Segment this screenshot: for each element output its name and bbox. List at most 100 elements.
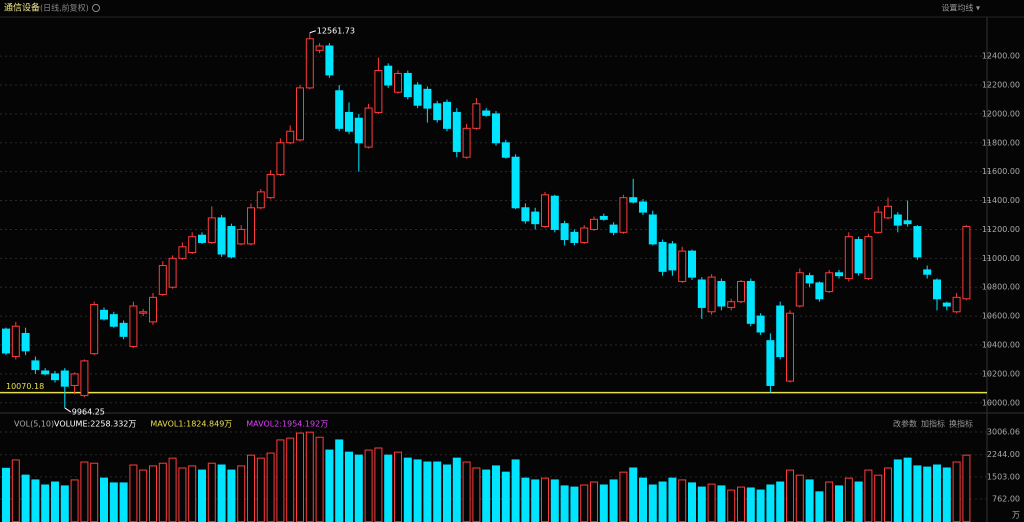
volume-bar [139, 469, 148, 522]
y-tick-label: 11400.00 [982, 196, 1020, 205]
candle-body [31, 360, 40, 371]
volume-bar [609, 479, 618, 522]
volume-bar [864, 469, 873, 522]
candle-body [952, 296, 961, 313]
candle-body [815, 282, 824, 300]
y-tick-label: 12000.00 [982, 109, 1020, 118]
candle-body [707, 276, 716, 313]
volume-bar [531, 479, 540, 522]
volume-bar [629, 467, 638, 522]
candle-body [874, 211, 883, 233]
candle-body [825, 272, 834, 293]
candle-body [913, 226, 922, 258]
candle-body [923, 269, 932, 275]
volume-bar [737, 486, 745, 522]
volume-bar [942, 467, 951, 522]
volume-bar [452, 457, 461, 522]
y-tick-label: 10800.00 [982, 283, 1020, 292]
volume-bar [266, 452, 275, 522]
candle-body [247, 207, 255, 245]
volume-bar [247, 454, 255, 522]
volume-bar [727, 489, 736, 522]
candle-body [129, 305, 138, 347]
volume-bar [590, 481, 598, 522]
indicator-button[interactable]: 改参数 [893, 419, 917, 429]
candle-body [805, 275, 814, 284]
volume-bar [403, 457, 412, 522]
candle-body [90, 304, 99, 355]
legend-entry: MAVOL1:1824.849万 [150, 420, 232, 429]
ma-button[interactable]: 设置均线 ▾ [941, 3, 980, 13]
volume-bar [129, 464, 138, 522]
volume-bar [756, 489, 765, 522]
volume-bar [482, 469, 491, 522]
candle-body [688, 250, 696, 278]
volume-bar [903, 457, 912, 522]
volume-bar [158, 462, 167, 522]
volume-bar [560, 485, 569, 522]
candle-body [482, 110, 491, 116]
volume-bar [913, 465, 922, 522]
volume-bar [874, 474, 883, 522]
y-tick-label: 11200.00 [982, 225, 1020, 234]
volume-bar [825, 481, 834, 522]
y-tick-label: 10400.00 [982, 341, 1020, 350]
volume-bar [844, 477, 853, 522]
volume-bar [786, 469, 794, 522]
y-tick-label: 3006.06 [987, 428, 1020, 437]
volume-bar [325, 449, 334, 522]
candle-body [256, 191, 265, 209]
y-tick-label: 11600.00 [982, 167, 1020, 176]
indicator-button[interactable]: 加指标 [921, 419, 945, 429]
candle-body [639, 201, 647, 213]
volume-bar [492, 465, 500, 522]
indicator-name: VOL(5,10) [14, 420, 54, 429]
volume-bar [41, 484, 50, 522]
candle-body [942, 302, 951, 307]
candle-body [325, 45, 334, 76]
y-tick-label: 2244.00 [987, 450, 1020, 459]
candle-body [217, 217, 226, 255]
candle-body [531, 211, 540, 225]
candle-body [423, 88, 432, 109]
candle-body [864, 236, 873, 280]
volume-bar [443, 464, 451, 522]
volume-bar [835, 485, 843, 522]
volume-bar [21, 474, 30, 522]
candle-body [472, 103, 481, 129]
candle-body [403, 72, 412, 98]
volume-bar [286, 437, 295, 522]
volume-bar [923, 466, 932, 522]
volume-bar [149, 465, 157, 522]
candle-body [521, 207, 530, 222]
y-tick-label: 10200.00 [982, 369, 1020, 378]
volume-bar [511, 459, 520, 522]
volume-bar [550, 479, 559, 522]
candle-body [903, 220, 912, 225]
volume-bar [80, 461, 89, 522]
volume-bar [60, 485, 69, 522]
volume-bar [854, 481, 863, 522]
settings-icon[interactable] [92, 4, 100, 12]
candle-body [207, 217, 216, 243]
volume-bar [962, 454, 971, 522]
candle-body [678, 250, 687, 282]
candle-body [296, 87, 304, 141]
volume-bar [178, 467, 187, 522]
candle-body [266, 174, 275, 199]
volume-bar [364, 449, 373, 522]
reference-label: 10070.18 [6, 382, 44, 391]
subtitle: (日线,前复权) [40, 3, 89, 13]
candle-body [844, 236, 853, 280]
volume-bar [109, 482, 118, 522]
volume-bar [237, 465, 246, 522]
volume-bar [570, 486, 579, 522]
y-tick-label: 11800.00 [982, 138, 1020, 147]
annotation-arrow [64, 407, 72, 413]
volume-bar [805, 479, 814, 522]
candle-body [100, 309, 108, 320]
candle-body [158, 265, 167, 295]
volume-bar [394, 451, 402, 522]
volume-bar [472, 467, 481, 522]
indicator-button[interactable]: 换指标 [949, 419, 973, 429]
